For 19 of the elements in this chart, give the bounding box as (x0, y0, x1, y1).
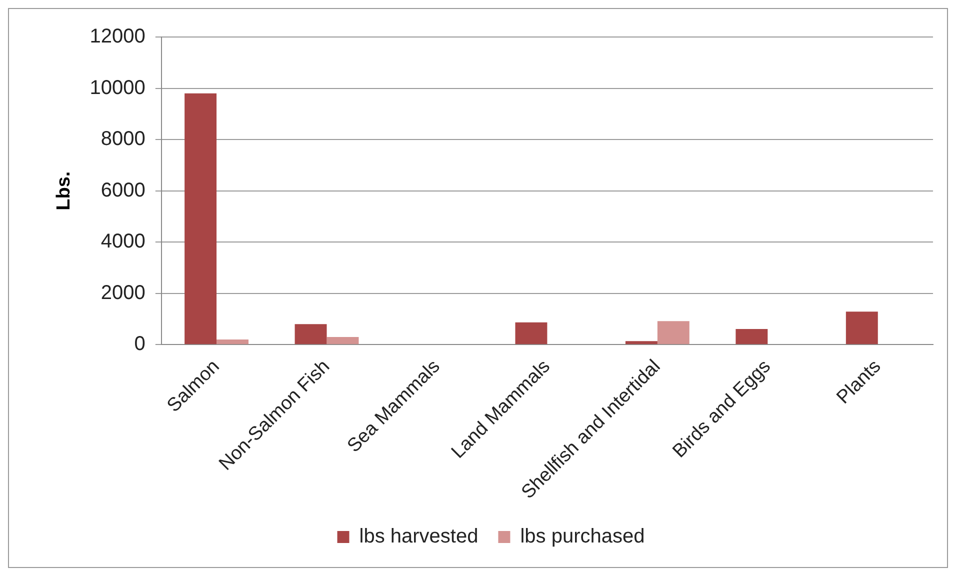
bar (294, 324, 327, 344)
y-tick-label: 0 (134, 333, 146, 356)
y-tick-label: 2000 (100, 282, 146, 304)
bar (326, 336, 359, 344)
bar (216, 340, 248, 344)
y-tick-label: 12000 (90, 26, 146, 48)
y-tick-label: 8000 (100, 128, 146, 150)
y-tick-label: 4000 (100, 230, 146, 253)
y-axis-title: Lbs. (54, 171, 75, 210)
bar (657, 321, 690, 344)
y-tick-label: 6000 (100, 179, 146, 202)
bar (515, 322, 548, 344)
legend-label: lbs purchased (520, 526, 645, 548)
bar (625, 341, 658, 344)
bar (736, 329, 768, 344)
bar (184, 93, 217, 344)
y-tick-label: 10000 (90, 76, 146, 99)
legend-label: lbs harvested (359, 526, 478, 548)
bar (846, 312, 878, 344)
